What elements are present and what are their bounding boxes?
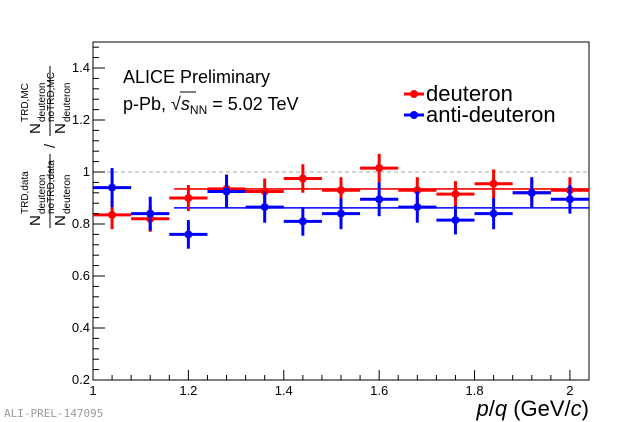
data-point-anti-deuteron bbox=[321, 198, 361, 230]
legend: deuteron anti-deuteron bbox=[404, 81, 556, 127]
data-point-anti-deuteron bbox=[169, 220, 208, 249]
y-label-mc-num-main: N bbox=[27, 123, 44, 134]
x-label-slash: / bbox=[489, 396, 496, 421]
data-point-deuteron bbox=[283, 164, 322, 193]
y-label-num-main: N bbox=[27, 215, 44, 226]
x-label-unit-c: c bbox=[571, 396, 582, 421]
y-label-den-sub: deuteron bbox=[62, 175, 73, 214]
y-label-mc-num-sub: deuteron bbox=[37, 83, 48, 122]
y-label-den: N bbox=[52, 215, 69, 226]
data-point-anti-deuteron bbox=[360, 182, 399, 217]
sqrt-s-subscript: NN bbox=[190, 103, 207, 117]
data-point-deuteron bbox=[169, 185, 208, 211]
x-tick-label: 1.4 bbox=[275, 383, 293, 398]
data-point-anti-deuteron bbox=[550, 185, 589, 214]
data-point-anti-deuteron bbox=[512, 177, 551, 209]
collision-system-label: p-Pb, √sNN = 5.02 TeV bbox=[123, 94, 299, 117]
legend-item-deuteron: deuteron bbox=[404, 81, 513, 106]
legend-label-anti-deuteron: anti-deuteron bbox=[426, 102, 556, 127]
marker bbox=[146, 209, 155, 218]
marker bbox=[298, 217, 307, 226]
marker bbox=[375, 195, 384, 204]
legend-marker-anti-deuteron-dot bbox=[410, 111, 418, 119]
y-tick-label: 0.8 bbox=[72, 216, 90, 231]
marker bbox=[565, 195, 574, 204]
x-label-q: q bbox=[495, 396, 508, 421]
marker bbox=[108, 183, 117, 192]
y-label-mc-den-sub: deuteron bbox=[62, 83, 73, 122]
marker bbox=[451, 216, 460, 225]
marker bbox=[184, 230, 193, 239]
y-axis: 0.2 0.4 0.6 0.8 1 1.2 1.4 bbox=[72, 46, 105, 387]
y-label-mc-den-main: N bbox=[52, 123, 69, 134]
system-text: p-Pb, bbox=[123, 94, 171, 114]
marker bbox=[337, 186, 345, 195]
sqrt-symbol: √ bbox=[171, 94, 181, 114]
x-tick-label: 2 bbox=[566, 383, 573, 398]
marker bbox=[108, 210, 117, 219]
y-label-mc-num: N bbox=[27, 123, 44, 134]
data-point-anti-deuteron bbox=[93, 168, 132, 208]
marker bbox=[413, 186, 422, 195]
data-point-deuteron bbox=[474, 169, 513, 198]
data-points-layer bbox=[93, 153, 589, 249]
watermark-label: ALI-PREL-147095 bbox=[4, 407, 103, 420]
y-tick-label: 0.2 bbox=[72, 372, 90, 387]
series-anti-deuteron bbox=[93, 168, 589, 249]
x-label-unit-open: (GeV/ bbox=[507, 396, 571, 421]
x-tick-label: 1 bbox=[89, 383, 96, 398]
x-label-p: p bbox=[475, 396, 488, 421]
marker bbox=[260, 203, 269, 212]
x-tick-label: 1.6 bbox=[370, 383, 388, 398]
data-point-anti-deuteron bbox=[474, 198, 513, 230]
data-point-deuteron bbox=[360, 153, 399, 183]
y-label-mc-num-sup: TRD,MC bbox=[20, 83, 31, 122]
marker bbox=[489, 179, 498, 188]
marker bbox=[298, 174, 307, 183]
y-tick-label: 1 bbox=[83, 164, 90, 179]
marker bbox=[184, 194, 193, 202]
data-point-anti-deuteron bbox=[436, 205, 475, 235]
x-axis-label: p/q (GeV/c) bbox=[475, 396, 589, 421]
y-label-mc-den-sup: noTRD,MC bbox=[46, 72, 57, 122]
x-tick-label: 1.2 bbox=[179, 383, 197, 398]
y-label-mc-den: N bbox=[52, 123, 69, 134]
marker bbox=[527, 188, 536, 197]
marker bbox=[413, 203, 422, 212]
y-label-num: N bbox=[27, 215, 44, 226]
legend-label-deuteron: deuteron bbox=[426, 81, 513, 106]
y-label-data-ratio: N TRD,data deuteron N noTRD,data deutero… bbox=[20, 154, 73, 228]
marker bbox=[337, 209, 345, 218]
y-label-den-main: N bbox=[52, 215, 69, 226]
sqrt-s-text: s bbox=[181, 94, 190, 114]
x-axis: 1 1.2 1.4 1.6 1.8 2 bbox=[89, 370, 574, 398]
y-tick-label: 1.4 bbox=[72, 60, 90, 75]
marker bbox=[489, 209, 498, 218]
marker bbox=[375, 164, 384, 173]
data-point-anti-deuteron bbox=[398, 191, 437, 223]
x-label-unit-close: ) bbox=[582, 396, 589, 421]
y-tick-label: 0.4 bbox=[72, 320, 90, 335]
marker bbox=[451, 190, 460, 199]
y-label-num-sup: TRD,data bbox=[20, 171, 31, 214]
data-point-anti-deuteron bbox=[245, 191, 284, 223]
y-axis-label: N TRD,data deuteron N noTRD,data deutero… bbox=[20, 66, 73, 228]
x-tick-label: 1.8 bbox=[465, 383, 483, 398]
y-label-den-sup: noTRD,data bbox=[46, 160, 57, 214]
legend-marker-deuteron-dot bbox=[410, 90, 418, 98]
y-tick-label: 1.2 bbox=[72, 112, 90, 127]
y-label-mc-ratio: N TRD,MC deuteron N noTRD,MC deuteron bbox=[20, 66, 73, 136]
data-point-anti-deuteron bbox=[207, 174, 246, 209]
y-tick-label: 0.6 bbox=[72, 268, 90, 283]
experiment-label: ALICE Preliminary bbox=[123, 67, 270, 87]
data-point-anti-deuteron bbox=[131, 196, 170, 231]
marker bbox=[222, 187, 231, 196]
energy-text: = 5.02 TeV bbox=[207, 94, 298, 114]
data-point-deuteron bbox=[436, 181, 475, 208]
y-label-num-sub: deuteron bbox=[37, 175, 48, 214]
data-point-anti-deuteron bbox=[283, 207, 322, 236]
y-label-slash: / bbox=[42, 143, 59, 148]
legend-item-anti-deuteron: anti-deuteron bbox=[404, 102, 556, 127]
